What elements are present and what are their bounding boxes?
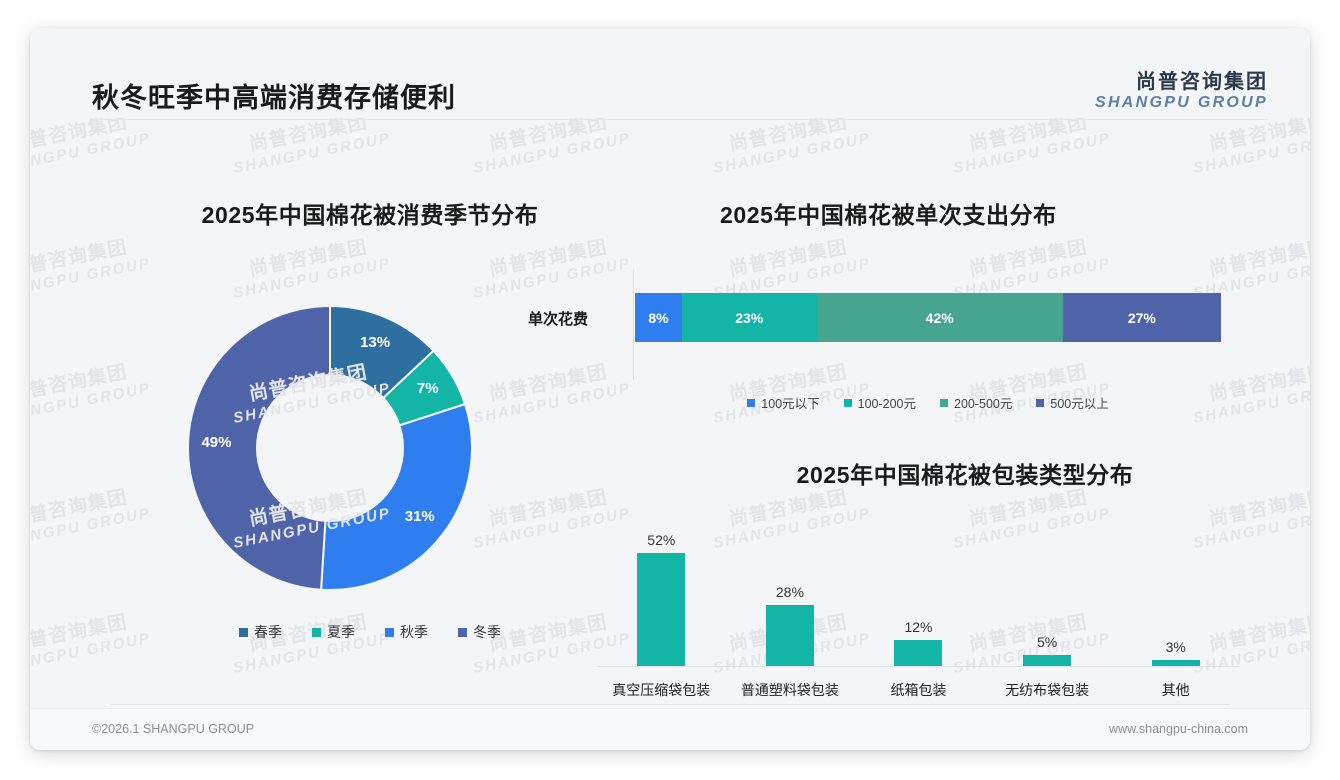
stacked-bar-category-label: 单次花费 [528, 311, 589, 328]
legend-label: 500元以上 [1050, 397, 1109, 411]
column-value-label: 12% [904, 619, 933, 635]
header-divider [92, 119, 1268, 120]
column-chart-baseline [597, 666, 1240, 667]
legend-label: 秋季 [400, 624, 428, 640]
donut-chart: 13% 7% 31% 49% [185, 303, 475, 598]
column-bar[interactable] [1151, 659, 1200, 666]
stacked-bar-segment[interactable]: 27% [1062, 293, 1221, 342]
legend-label: 100-200元 [857, 397, 916, 411]
slide-footer: ©2026.1 SHANGPU GROUP www.shangpu-china.… [30, 708, 1310, 750]
legend-swatch [385, 627, 394, 637]
donut-legend: 春季 夏季 秋季 冬季 [140, 622, 600, 642]
column-group: 12% [854, 508, 983, 666]
legend-label: 200-500元 [954, 397, 1013, 411]
stacked-bar-axis [633, 270, 634, 380]
legend-label: 100元以下 [761, 397, 820, 411]
column-group: 5% [983, 508, 1112, 666]
donut-slice-label: 7% [416, 380, 439, 398]
column-x-label: 普通塑料袋包装 [740, 682, 839, 698]
page-title: 秋冬旺季中高端消费存储便利 [92, 83, 456, 113]
column-value-label: 3% [1165, 638, 1186, 655]
donut-slice-label: 13% [360, 333, 391, 351]
legend-swatch [239, 627, 248, 637]
column-chart-title: 2025年中国棉花被包装类型分布 [796, 462, 1134, 488]
column-chart-x-labels: 真空压缩袋包装 普通塑料袋包装 纸箱包装 无纺布袋包装 其他 [597, 680, 1240, 700]
legend-label: 冬季 [473, 624, 501, 640]
donut-legend-item[interactable]: 春季 [239, 622, 282, 642]
column-value-label: 5% [1036, 634, 1058, 651]
stacked-bar-legend: 100元以下 100-200元 200-500元 500元以上 [635, 393, 1221, 412]
column-x-label: 纸箱包装 [890, 682, 947, 698]
footnote-divider [110, 704, 1230, 705]
legend-swatch [1036, 398, 1045, 407]
brand-logo-cn: 尚普咨询集团 [1136, 71, 1268, 93]
legend-swatch [747, 398, 756, 407]
column-bar[interactable] [637, 553, 686, 666]
stacked-bar-legend-item[interactable]: 100-200元 [843, 393, 916, 412]
column-group: 28% [726, 508, 855, 666]
legend-swatch [940, 398, 948, 407]
slide-header: 秋冬旺季中高端消费存储便利 尚普咨询集团 SHANGPU GROUP [30, 28, 1310, 118]
legend-swatch [458, 627, 467, 637]
column-group: 3% [1111, 508, 1240, 666]
column-value-label: 28% [775, 584, 804, 601]
stacked-bar-legend-item[interactable]: 200-500元 [940, 393, 1012, 412]
legend-swatch [843, 398, 852, 407]
stacked-bar-segment[interactable]: 8% [635, 293, 682, 342]
donut-svg [186, 304, 473, 591]
column-x-label: 其他 [1161, 682, 1190, 698]
column-bar[interactable] [894, 640, 943, 666]
donut-legend-item[interactable]: 秋季 [385, 622, 428, 642]
legend-label: 夏季 [327, 624, 355, 640]
donut-legend-item[interactable]: 夏季 [312, 622, 355, 642]
column-x-label: 无纺布袋包装 [1005, 682, 1090, 698]
donut-slice-label: 31% [404, 507, 435, 525]
column-group: 52% [597, 508, 726, 666]
stacked-bar-chart-title: 2025年中国棉花被单次支出分布 [720, 202, 1057, 228]
stacked-bar-segment[interactable]: 42% [816, 293, 1063, 342]
column-value-label: 52% [647, 532, 676, 549]
column-bar[interactable] [765, 605, 814, 666]
legend-label: 春季 [254, 624, 282, 640]
footer-copyright: ©2026.1 SHANGPU GROUP [92, 722, 255, 736]
brand-logo: 尚普咨询集团 SHANGPU GROUP [1095, 72, 1268, 112]
legend-swatch [312, 627, 321, 637]
column-bar[interactable] [1023, 655, 1072, 666]
column-chart-plot: 52% 28% 12% 5% 3% [597, 508, 1240, 666]
footer-website: www.shangpu-china.com [1109, 722, 1248, 736]
brand-logo-en: SHANGPU GROUP [1094, 94, 1268, 111]
stacked-bar: 8% 23% 42% 27% [635, 293, 1221, 342]
donut-legend-item[interactable]: 冬季 [458, 622, 501, 642]
stacked-bar-legend-item[interactable]: 500元以上 [1036, 393, 1109, 412]
slide-canvas: 尚普咨询集团 SHANGPU GROUP 尚普咨询集团 SHANGPU GROUP 尚普… [30, 28, 1310, 750]
donut-hole [256, 374, 404, 522]
column-x-label: 真空压缩袋包装 [612, 682, 711, 698]
stacked-bar-legend-item[interactable]: 100元以下 [747, 393, 820, 412]
stacked-bar-segment[interactable]: 23% [681, 293, 817, 342]
donut-slice-label: 49% [201, 434, 232, 452]
donut-chart-title: 2025年中国棉花被消费季节分布 [201, 202, 539, 228]
